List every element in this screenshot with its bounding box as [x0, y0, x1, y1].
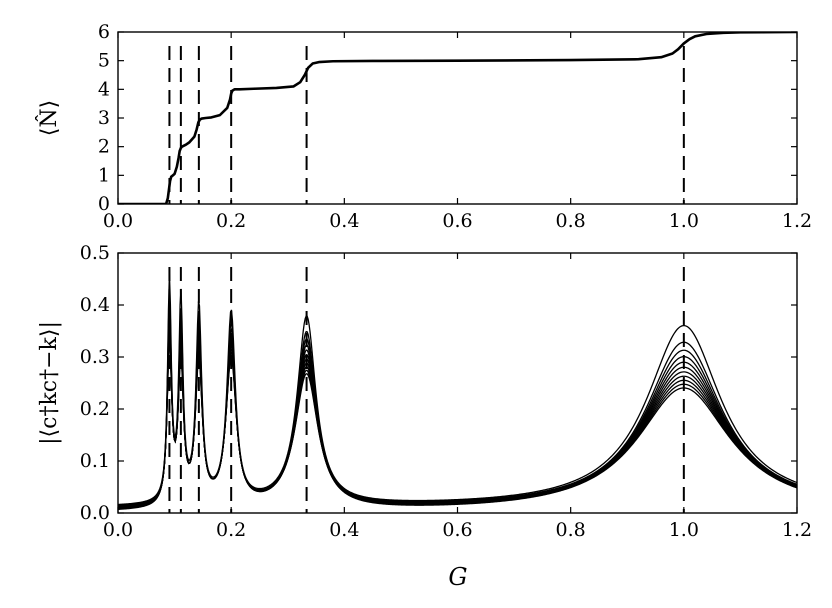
y-tick-label: 0.3 [80, 346, 110, 368]
series-line-mode-1 [118, 292, 797, 506]
x-axis-label: G [448, 563, 467, 591]
y-tick-label: 0.2 [80, 398, 110, 420]
x-tick-label: 0.0 [103, 519, 133, 541]
x-tick-label: 1.2 [782, 519, 812, 541]
x-tick-label: 0.8 [556, 519, 586, 541]
x-tick-label: 1.0 [669, 210, 699, 232]
panel-pairing: 0.0 0.2 0.4 0.6 0.8 1.0 1.2 0.0 0.1 0.2 0.3 0.4 0.5 |… [37, 242, 812, 541]
series-line-mode-0 [118, 273, 797, 506]
series-line-mode-2 [118, 300, 797, 507]
series-line [118, 32, 797, 204]
y-tick-label: 3 [98, 107, 110, 129]
series-group-top [118, 32, 797, 204]
y-tick-label: 2 [98, 136, 110, 158]
series-line-mode-7 [118, 328, 797, 509]
series-line-mode-5 [118, 318, 797, 508]
x-tick-label: 0.4 [329, 210, 359, 232]
y-tick-label: 0.1 [80, 450, 110, 472]
series-group-bottom [118, 273, 797, 510]
x-tick-label: 0.8 [556, 210, 586, 232]
y-tick-label: 0.0 [80, 502, 110, 524]
x-tick-label: 0.6 [442, 519, 472, 541]
x-tick-label: 0.0 [103, 210, 133, 232]
y-axis-label-top: ⟨N̂⟩ [36, 100, 62, 136]
series-line-mode-4 [118, 313, 797, 508]
x-tick-label: 1.0 [669, 519, 699, 541]
x-tick-label: 0.6 [442, 210, 472, 232]
y-tick-label: 0.4 [80, 294, 110, 316]
x-tick-label: 0.2 [216, 519, 246, 541]
y-tick-label: 0.5 [80, 242, 110, 264]
y-tick-label: 1 [98, 164, 110, 186]
x-tick-label: 1.2 [782, 210, 812, 232]
y-axis-label-bottom: |⟨c†kc†−k⟩| [37, 321, 62, 445]
series-line-mode-9 [118, 336, 797, 510]
panel-occupation: 0.0 0.2 0.4 0.6 0.8 1.0 1.2 0 1 2 3 4 5 6 ⟨N̂⟩ [36, 21, 812, 232]
plot-frame-top [117, 31, 798, 205]
x-tick-label: 0.4 [329, 519, 359, 541]
y-tick-label: 6 [98, 21, 110, 43]
series-line-mode-10 [118, 339, 797, 510]
y-tick-label: 5 [98, 50, 110, 72]
y-tick-label: 0 [98, 193, 110, 215]
x-tick-label: 0.2 [216, 210, 246, 232]
y-tick-label: 4 [98, 78, 110, 100]
